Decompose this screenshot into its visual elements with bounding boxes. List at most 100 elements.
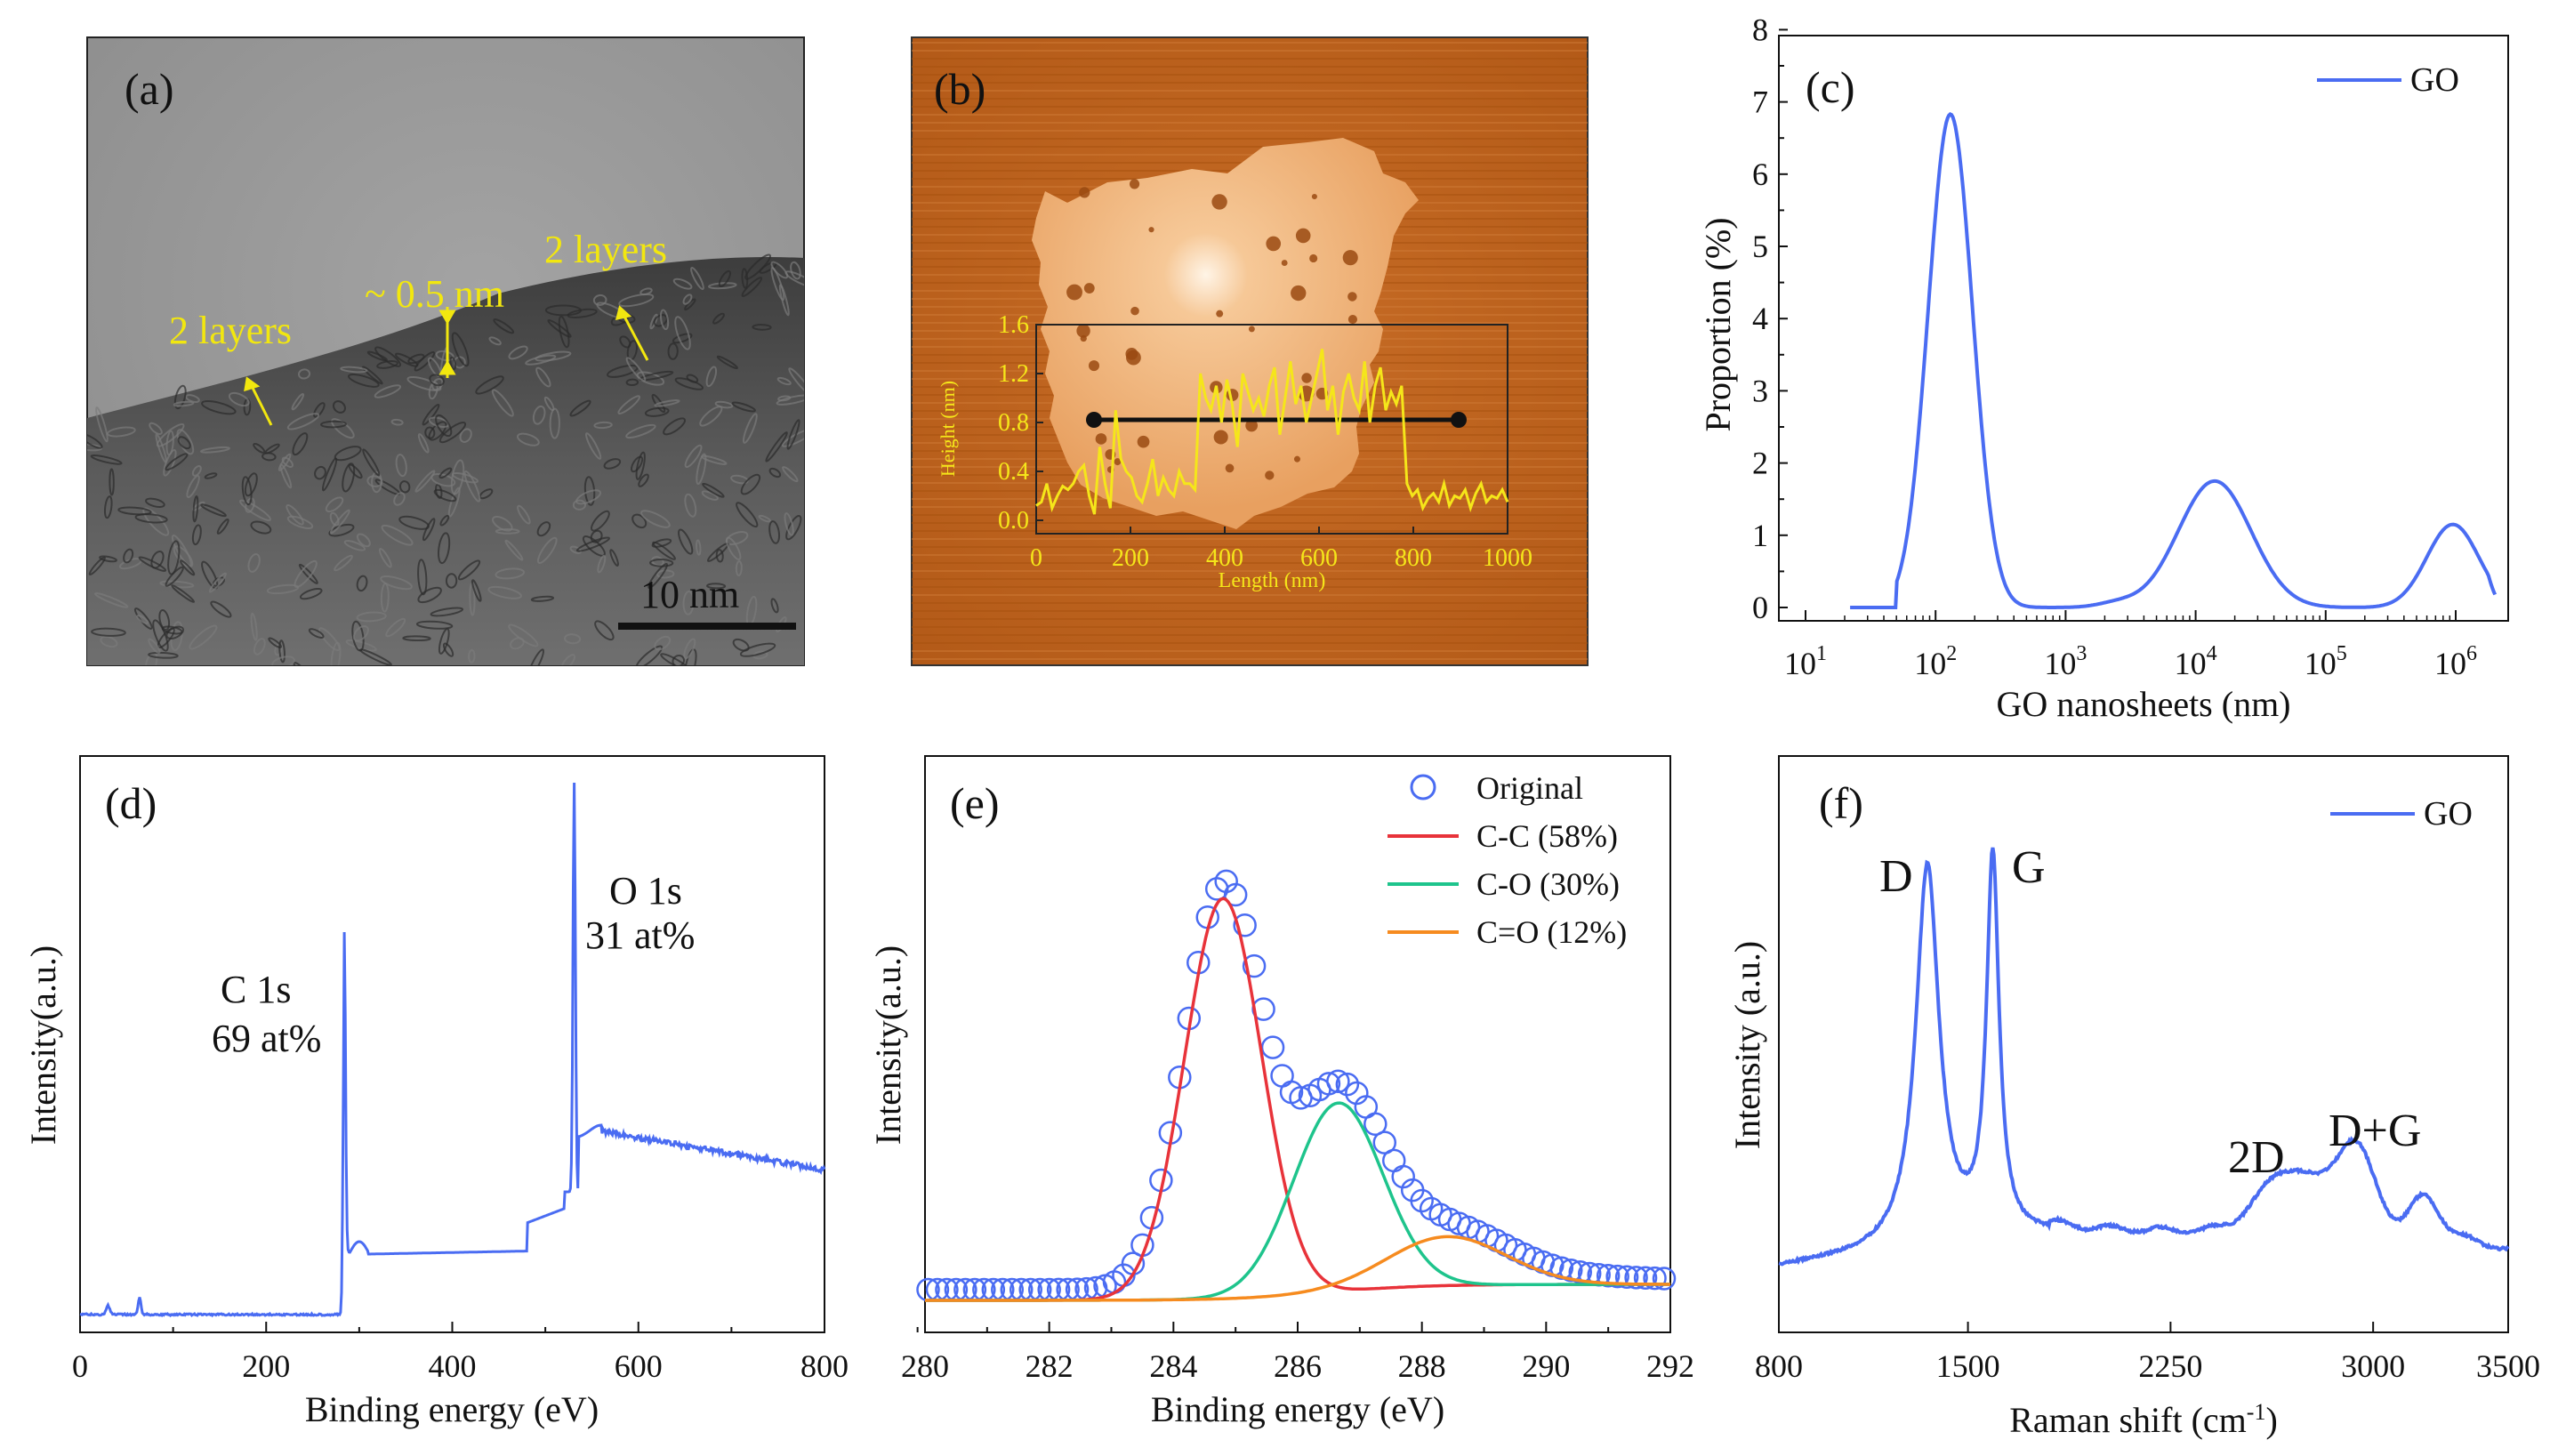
tem-lattice-fringe [291, 392, 305, 411]
tem-lattice-fringe [625, 378, 640, 387]
tem-lattice-fringe [244, 472, 258, 497]
scale-bar [618, 623, 796, 630]
inset-ylabel: Height (nm) [937, 381, 959, 477]
tem-lattice-fringe [536, 521, 551, 537]
inset-xtick-label: 200 [1112, 544, 1149, 572]
tem-lattice-fringe [286, 413, 320, 430]
f-xlabel-end: ) [2265, 1400, 2277, 1440]
original-point [1596, 1264, 1621, 1288]
tem-lattice-fringe [569, 399, 591, 417]
flake-hole [1311, 193, 1317, 200]
flake-hole [1342, 250, 1358, 266]
tem-lattice-fringe [356, 533, 371, 548]
tem-lattice-fringe [491, 389, 514, 417]
tem-lattice-fringe [682, 294, 693, 305]
tem-lattice-fringe [334, 554, 353, 572]
tem-lattice-fringe [575, 489, 602, 505]
c-ytick-label: 8 [1752, 12, 1768, 47]
tem-annotation-1: 2 layers [169, 309, 292, 352]
cc-component-line [925, 897, 1670, 1302]
tem-lattice-fringe [752, 324, 772, 331]
tem-lattice-fringe [644, 406, 670, 417]
tem-sheet-region [87, 257, 804, 665]
tem-lattice-fringe [345, 639, 377, 652]
tem-lattice-fringe [268, 637, 283, 648]
flake-hole [1265, 471, 1275, 480]
tem-lattice-fringe [735, 559, 743, 576]
e-xtick-label: 288 [1398, 1348, 1446, 1384]
tem-lattice-fringe [495, 528, 520, 535]
tem-lattice-fringe [192, 495, 199, 523]
tem-lattice-fringe [247, 553, 261, 573]
tem-lattice-fringe [530, 595, 555, 602]
d-xtick-label: 0 [72, 1348, 88, 1384]
panel-b-afm-image: 0.0 0.4 0.8 1.2 1.6 0 200 400 600 800 1000 Height … [911, 36, 1589, 666]
panel-e-chart: 280 282 284 286 288 290 292 Original C-C (58%)… [868, 755, 1694, 1429]
legend-c-label: GO [2410, 61, 2459, 99]
panel-e-ylabel: Intensity(a.u.) [868, 945, 908, 1145]
panel-c-chart: 0 1 2 3 4 5 6 7 8 101 102 103 104 105 106 GO (c) Propo… [1698, 12, 2509, 724]
tem-lattice-fringe [649, 313, 658, 330]
tem-lattice-fringe [342, 463, 356, 493]
tem-lattice-fringe [740, 473, 761, 495]
tem-lattice-fringe [313, 402, 326, 418]
tem-lattice-fringe [768, 467, 782, 479]
tem-lattice-fringe [358, 648, 392, 665]
tem-lattice-fringe [640, 510, 671, 528]
tem-lattice-fringe [264, 443, 280, 454]
flake-hole [1083, 283, 1095, 294]
c-ytick-label: 6 [1752, 157, 1768, 192]
peak-d-label: D [1879, 851, 1913, 902]
f-xlabel-sup: -1 [2247, 1399, 2266, 1425]
original-point [1381, 1148, 1406, 1173]
tem-lattice-fringe [678, 528, 694, 555]
tem-lattice-fringe [463, 470, 481, 503]
tem-lattice-fringe [250, 520, 272, 535]
tem-lattice-fringe [433, 488, 457, 503]
inset-ytick-label: 0.4 [998, 458, 1029, 486]
tem-lattice-fringe [445, 573, 458, 589]
flake-hole [1088, 360, 1100, 372]
tem-lattice-fringe [340, 366, 368, 374]
tem-lattice-fringe [450, 459, 465, 495]
inset-xtick-label: 1000 [1483, 544, 1532, 572]
tem-lattice-fringe [508, 623, 539, 648]
tem-lattice-fringe [294, 559, 318, 588]
d-xtick-label: 600 [615, 1348, 663, 1384]
tem-lattice-fringe [558, 315, 570, 349]
e-xtick-label: 286 [1274, 1348, 1322, 1384]
tem-lattice-fringe [298, 563, 318, 584]
tem-lattice-fringe [210, 600, 232, 618]
legend-e: Original C-C (58%) C-O (30%) C=O (12%) [1388, 770, 1627, 950]
legend-original-label: Original [1476, 770, 1583, 806]
tem-lattice-fringe [493, 318, 515, 334]
peak-dg-label: D+G [2329, 1106, 2421, 1156]
tem-lattice-fringe [347, 373, 380, 388]
tem-lattice-fringe [776, 376, 792, 386]
inset-xtick-label: 600 [1300, 544, 1338, 572]
scale-bar-label: 10 nm [640, 573, 739, 616]
tem-lattice-fringe [165, 430, 174, 456]
tem-lattice-fringe [381, 524, 414, 546]
tem-lattice-fringe [87, 433, 103, 449]
c-ytick-label: 2 [1752, 446, 1768, 481]
tem-lattice-fringe [592, 294, 607, 306]
tem-lattice-fringe [99, 555, 117, 563]
flake-hole [1148, 227, 1154, 233]
original-point [1643, 1266, 1667, 1291]
tem-lattice-fringe [414, 470, 436, 493]
tem-lattice-fringe [594, 620, 615, 641]
tem-lattice-fringe [468, 648, 476, 664]
inset-xtick-label: 800 [1395, 544, 1432, 572]
tem-lattice-fringe [286, 515, 314, 529]
original-point [1652, 1267, 1677, 1291]
tem-lattice-fringe [158, 609, 171, 631]
c-ytick-label: 1 [1752, 518, 1768, 553]
tem-lattice-fringe [88, 556, 106, 576]
flake-hole [1266, 236, 1282, 252]
tem-lattice-fringe [617, 395, 641, 414]
tem-lattice-fringe [103, 495, 113, 519]
panel-f-label: (f) [1819, 778, 1863, 828]
f-xlabel-main: Raman shift (cm [2009, 1400, 2247, 1440]
flake-hole [1066, 284, 1082, 301]
